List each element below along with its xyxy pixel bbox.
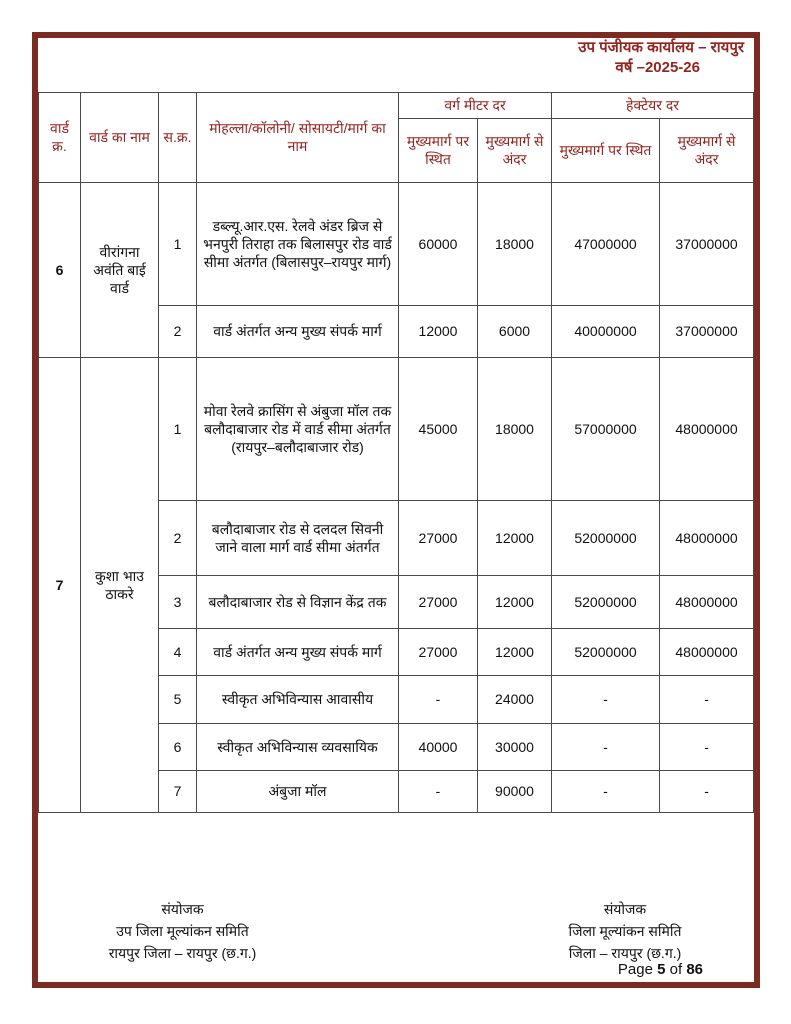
- locality-cell: वार्ड अंतर्गत अन्य मुख्य संपर्क मार्ग: [196, 628, 399, 676]
- header-hec-inside-main-road: मुख्यमार्ग से अंदर: [659, 118, 755, 183]
- locality-cell: स्वीकृत अभिविन्यास आवासीय: [196, 675, 399, 724]
- hec-inner-rate-cell: -: [659, 723, 755, 771]
- sqm-main-rate-cell: 40000: [398, 723, 478, 771]
- hec-inner-rate-cell: -: [659, 770, 755, 813]
- ward-number-cell: 6: [38, 182, 81, 358]
- table-row: 6 वीरांगना अवंति बाई वार्ड 1 डब्ल्यू.आर.…: [38, 182, 755, 358]
- sqm-inner-rate-cell: 12000: [476, 628, 553, 676]
- footer-left-signatory: संयोजक उप जिला मूल्यांकन समिति रायपुर जि…: [75, 898, 290, 964]
- sqm-inner-rate-cell: 6000: [476, 305, 553, 358]
- serial-cell: 3: [158, 575, 197, 629]
- hec-main-rate-cell: 47000000: [551, 182, 661, 306]
- ward-name-cell: कुशा भाउ ठाकरे: [80, 357, 159, 813]
- locality-cell: अंबुजा मॉल: [196, 770, 399, 813]
- sqm-main-rate-cell: 27000: [398, 575, 478, 629]
- table-row: 4 वार्ड अंतर्गत अन्य मुख्य संपर्क मार्ग …: [39, 628, 755, 676]
- locality-cell: डब्ल्यू.आर.एस. रेलवे अंडर ब्रिज से भनपुर…: [196, 182, 399, 306]
- convener-label: संयोजक: [603, 901, 647, 917]
- hec-inner-rate-cell: 37000000: [659, 305, 755, 358]
- district-label: रायपुर जिला – रायपुर (छ.ग.): [108, 945, 257, 961]
- header-ward-name: वार्ड का नाम: [80, 92, 159, 183]
- hec-main-rate-cell: 40000000: [551, 305, 661, 358]
- serial-cell: 2: [158, 500, 197, 576]
- committee-label: जिला मूल्यांकन समिति: [568, 923, 682, 939]
- ward-number-cell: 7: [38, 357, 81, 813]
- header-hectare-rate-group: हेक्टेयर दर: [551, 92, 755, 119]
- page-prefix: Page: [617, 961, 653, 978]
- page-number: Page 5 of 86: [558, 961, 703, 978]
- hec-inner-rate-cell: 48000000: [659, 575, 755, 629]
- serial-cell: 1: [158, 182, 197, 306]
- sqm-main-rate-cell: -: [398, 770, 478, 813]
- serial-cell: 2: [158, 305, 197, 358]
- convener-label: संयोजक: [161, 901, 204, 917]
- header-sqm-inside-main-road: मुख्यमार्ग से अंदर: [476, 118, 553, 183]
- sqm-inner-rate-cell: 30000: [476, 723, 553, 771]
- page-current: 5: [657, 961, 666, 978]
- hec-main-rate-cell: 52000000: [551, 575, 661, 629]
- sqm-main-rate-cell: 60000: [398, 182, 478, 306]
- hec-main-rate-cell: 52000000: [551, 500, 661, 576]
- table-row: 6 स्वीकृत अभिविन्यास व्यवसायिक 40000 300…: [39, 723, 755, 771]
- sqm-main-rate-cell: -: [398, 675, 478, 724]
- hec-main-rate-cell: -: [551, 675, 661, 724]
- locality-cell: वार्ड अंतर्गत अन्य मुख्य संपर्क मार्ग: [196, 305, 399, 358]
- hec-inner-rate-cell: 48000000: [659, 357, 755, 501]
- header-ward-no: वार्ड क्र.: [38, 92, 81, 183]
- serial-cell: 7: [158, 770, 197, 813]
- sqm-main-rate-cell: 27000: [398, 628, 478, 676]
- hec-inner-rate-cell: 48000000: [659, 628, 755, 676]
- sqm-inner-rate-cell: 90000: [476, 770, 553, 813]
- serial-cell: 6: [158, 723, 197, 771]
- header-serial-no: स.क्र.: [158, 92, 197, 183]
- sqm-inner-rate-cell: 18000: [476, 357, 553, 501]
- hec-main-rate-cell: 57000000: [551, 357, 661, 501]
- locality-cell: मोवा रेलवे क्रासिंग से अंबुजा मॉल तक बलौ…: [196, 357, 399, 501]
- table-row: 2 बलौदाबाजार रोड से दलदल सिवनी जाने वाला…: [39, 500, 755, 576]
- sqm-main-rate-cell: 12000: [398, 305, 478, 358]
- serial-cell: 4: [158, 628, 197, 676]
- sqm-inner-rate-cell: 24000: [476, 675, 553, 724]
- committee-label: उप जिला मूल्यांकन समिति: [116, 923, 249, 939]
- district-label: जिला – रायपुर (छ.ग.): [568, 945, 682, 961]
- sqm-inner-rate-cell: 12000: [476, 500, 553, 576]
- table-row: 3 बलौदाबाजार रोड से विज्ञान केंद्र तक 27…: [39, 575, 755, 629]
- hec-inner-rate-cell: 48000000: [659, 500, 755, 576]
- serial-cell: 5: [158, 675, 197, 724]
- table-row: 2 वार्ड अंतर्गत अन्य मुख्य संपर्क मार्ग …: [39, 305, 755, 358]
- table-row: 7 अंबुजा मॉल - 90000 - -: [39, 770, 755, 813]
- year-label: वर्ष –2025-26: [615, 59, 700, 76]
- document-header: उप पंजीयक कार्यालय – रायपुर वर्ष –2025-2…: [578, 38, 744, 78]
- sqm-main-rate-cell: 45000: [398, 357, 478, 501]
- table-row: 7 कुशा भाउ ठाकरे 1 मोवा रेलवे क्रासिंग स…: [38, 357, 755, 813]
- hec-main-rate-cell: 52000000: [551, 628, 661, 676]
- table-row: 5 स्वीकृत अभिविन्यास आवासीय - 24000 - -: [39, 675, 755, 724]
- hec-main-rate-cell: -: [551, 723, 661, 771]
- sqm-main-rate-cell: 27000: [398, 500, 478, 576]
- locality-cell: बलौदाबाजार रोड से दलदल सिवनी जाने वाला म…: [196, 500, 399, 576]
- hec-inner-rate-cell: -: [659, 675, 755, 724]
- header-sqm-rate-group: वर्ग मीटर दर: [397, 92, 553, 119]
- locality-cell: स्वीकृत अभिविन्यास व्यवसायिक: [196, 723, 399, 771]
- office-title: उप पंजीयक कार्यालय – रायपुर: [578, 39, 744, 56]
- page-middle: of: [669, 961, 683, 978]
- ward-name-cell: वीरांगना अवंति बाई वार्ड: [80, 182, 159, 358]
- header-locality: मोहल्ला/कॉलोनी/ सोसायटी/मार्ग का नाम: [196, 92, 399, 183]
- serial-cell: 1: [158, 357, 197, 501]
- header-sqm-on-main-road: मुख्यमार्ग पर स्थित: [398, 118, 478, 183]
- sqm-inner-rate-cell: 18000: [476, 182, 553, 306]
- page-total: 86: [686, 961, 703, 978]
- header-hec-on-main-road: मुख्यमार्ग पर स्थित: [551, 118, 661, 183]
- hec-main-rate-cell: -: [551, 770, 661, 813]
- sqm-inner-rate-cell: 12000: [476, 575, 553, 629]
- locality-cell: बलौदाबाजार रोड से विज्ञान केंद्र तक: [196, 575, 399, 629]
- hec-inner-rate-cell: 37000000: [659, 182, 755, 306]
- rate-table: वार्ड क्र. वार्ड का नाम स.क्र. मोहल्ला/क…: [38, 92, 755, 813]
- footer-right-signatory: संयोजक जिला मूल्यांकन समिति जिला – रायपु…: [535, 898, 715, 964]
